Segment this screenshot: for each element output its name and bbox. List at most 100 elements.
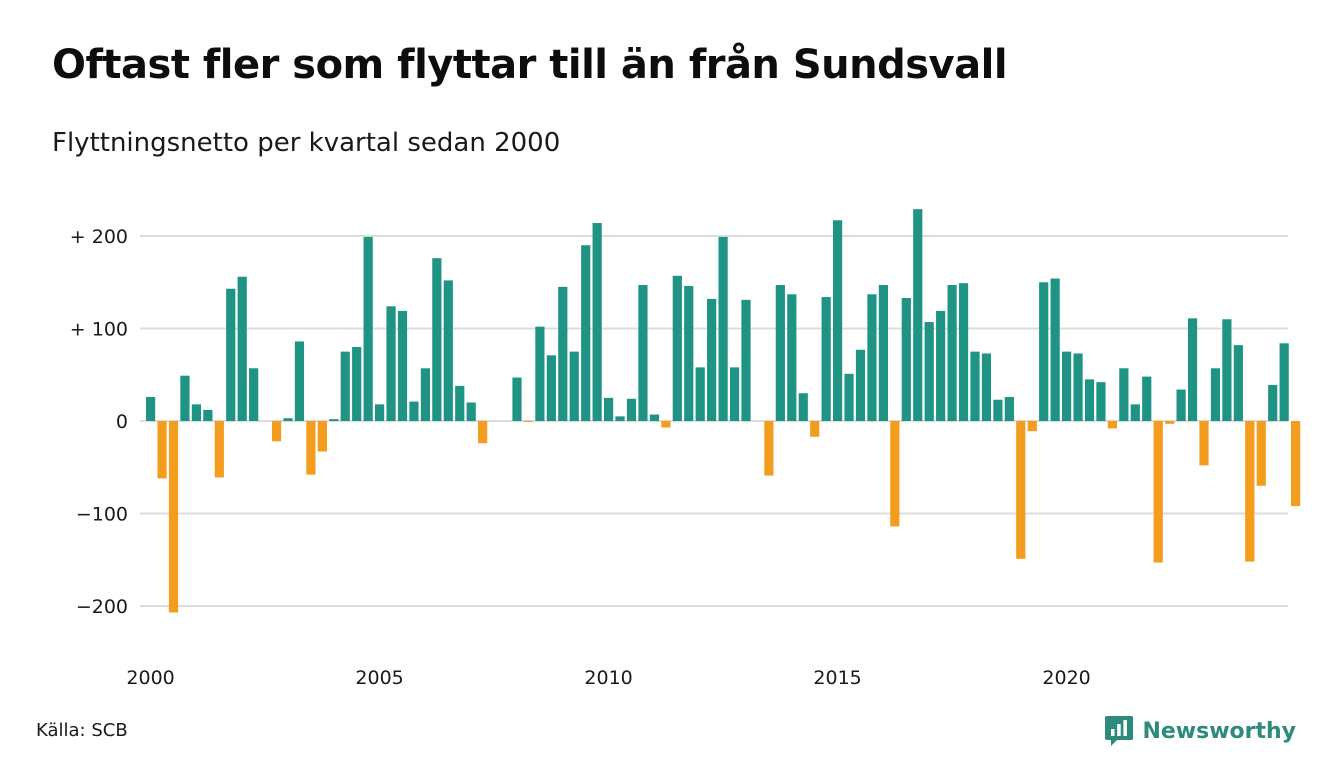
bar — [615, 416, 625, 421]
bar — [340, 351, 350, 421]
source-note: Källa: SCB — [36, 720, 128, 741]
bar — [420, 368, 430, 421]
bar — [191, 404, 201, 421]
bar — [729, 367, 740, 421]
chart-title: Oftast fler som flyttar till än från Sun… — [52, 42, 1008, 88]
bar — [168, 421, 179, 613]
bar — [512, 377, 522, 421]
y-tick-label: −100 — [76, 504, 128, 526]
bar — [1279, 343, 1289, 421]
bar — [317, 421, 327, 452]
bar — [352, 347, 362, 421]
bar — [1073, 353, 1083, 421]
bar — [878, 285, 888, 421]
bar — [203, 409, 213, 421]
bar — [1210, 368, 1221, 421]
bar — [787, 294, 797, 421]
y-tick-label: 0 — [116, 411, 128, 433]
bar — [569, 351, 579, 421]
bar — [1062, 351, 1072, 421]
bar — [890, 421, 900, 527]
bar — [1016, 421, 1026, 559]
bars — [146, 209, 1301, 613]
y-axis-ticks: + 200 + 100 0 −100 −200 — [70, 226, 128, 618]
bar — [707, 298, 717, 421]
x-tick-label: 2000 — [126, 667, 174, 689]
bar — [1268, 384, 1278, 421]
bar — [1176, 389, 1186, 421]
bar — [684, 285, 694, 421]
bar — [546, 355, 556, 421]
bar — [844, 373, 854, 421]
bar — [1004, 396, 1014, 421]
bar — [409, 401, 419, 421]
bar — [294, 341, 305, 421]
bar — [146, 396, 156, 421]
bar — [466, 402, 476, 421]
bar — [958, 283, 969, 421]
bar — [386, 306, 396, 421]
bar — [901, 297, 911, 421]
bar — [764, 421, 774, 476]
bar — [1222, 319, 1232, 421]
bar — [947, 285, 957, 421]
bar — [397, 310, 408, 421]
bar — [1084, 379, 1095, 421]
bar — [478, 421, 488, 444]
x-tick-label: 2005 — [355, 667, 403, 689]
bar — [936, 310, 946, 421]
bar — [237, 276, 247, 421]
bar — [638, 285, 648, 421]
bar — [810, 421, 820, 437]
bar — [535, 326, 545, 421]
bar — [455, 385, 465, 421]
y-tick-label: −200 — [76, 596, 128, 618]
bar — [1291, 421, 1301, 507]
bar — [1199, 421, 1209, 466]
y-tick-label: + 100 — [70, 319, 128, 341]
bar — [1233, 345, 1243, 421]
bar — [523, 421, 534, 422]
x-axis-ticks: 2000 2005 2010 2015 2020 — [126, 667, 1090, 689]
bar — [970, 351, 980, 421]
bar — [718, 236, 728, 421]
bar — [1165, 421, 1175, 424]
bar — [432, 258, 442, 421]
bar-chart-speech-bubble-icon — [1105, 716, 1134, 746]
bar — [1245, 421, 1255, 562]
bar — [363, 236, 373, 421]
bar — [249, 368, 259, 421]
bar — [157, 421, 167, 479]
bar — [180, 375, 190, 421]
bar — [798, 393, 808, 421]
bar — [775, 285, 785, 421]
bar — [741, 299, 751, 421]
bar — [855, 349, 866, 421]
bar — [626, 398, 637, 421]
bar — [214, 421, 224, 478]
brand-name: Newsworthy — [1142, 718, 1296, 744]
bar — [581, 245, 591, 421]
bar — [1096, 382, 1106, 421]
bar — [1130, 404, 1140, 421]
bar — [592, 223, 602, 421]
bar — [271, 421, 282, 442]
brand-logo: Newsworthy — [1104, 714, 1296, 748]
bar — [1256, 421, 1266, 486]
bar — [821, 297, 831, 421]
bar — [1187, 318, 1198, 421]
bar — [695, 367, 705, 421]
bar — [867, 294, 877, 421]
bar — [913, 209, 923, 421]
bar-chart: + 200 + 100 0 −100 −200 2000 2005 2010 2015 2020 — [70, 209, 1301, 689]
bar — [1027, 421, 1037, 432]
bar — [924, 322, 934, 421]
bar — [375, 404, 385, 421]
bar — [649, 414, 659, 421]
chart-subtitle: Flyttningsnetto per kvartal sedan 2000 — [52, 128, 561, 158]
bar — [993, 399, 1003, 421]
x-tick-label: 2020 — [1042, 667, 1090, 689]
bar — [329, 419, 339, 421]
bar — [226, 288, 236, 421]
bar — [306, 421, 316, 475]
